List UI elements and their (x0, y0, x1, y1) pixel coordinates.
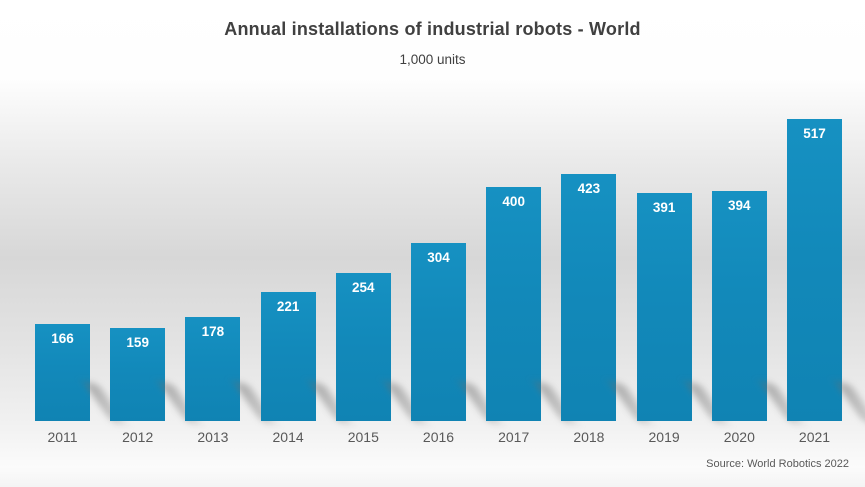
bar-floor-shadow (836, 383, 865, 423)
x-axis-label-2016: 2016 (422, 429, 455, 445)
bar-value-label: 517 (803, 126, 826, 141)
bar-value-label: 254 (352, 280, 375, 295)
bar-2021: 517 (787, 119, 865, 423)
bar-value-label: 423 (577, 181, 601, 196)
bar-value-label: 400 (502, 194, 525, 209)
x-axis-label-2013: 2013 (197, 429, 229, 445)
source-caption: Source: World Robotics 2022 (706, 458, 849, 470)
x-axis-label-2019: 2019 (648, 429, 680, 445)
bar-value-label: 304 (427, 250, 450, 265)
bar-2011: 166 (35, 324, 127, 423)
bar-2014: 221 (260, 292, 352, 423)
x-axis-label-2011: 2011 (47, 429, 78, 445)
x-axis-label-2020: 2020 (723, 429, 755, 445)
bar-2018: 423 (561, 174, 653, 423)
bar-value-label: 159 (126, 335, 149, 350)
bar-2012: 159 (110, 328, 202, 423)
bar-value-label: 391 (652, 200, 676, 215)
x-axis-label-2014: 2014 (272, 429, 304, 445)
chart-title: Annual installations of industrial robot… (224, 19, 641, 39)
bar-value-label: 394 (728, 198, 751, 213)
bar-2019: 391 (636, 193, 728, 423)
bar-value-label: 166 (51, 331, 74, 346)
x-axis-label-2015: 2015 (347, 429, 379, 445)
bar-2015: 254 (335, 273, 427, 423)
bar-value-label: 221 (276, 299, 300, 314)
x-axis-label-2021: 2021 (798, 429, 831, 445)
x-axis-label-2012: 2012 (122, 429, 154, 445)
x-axis-label-2017: 2017 (498, 429, 530, 445)
bar-2020: 394 (711, 191, 803, 423)
bar-value-label: 178 (201, 324, 225, 339)
bar-2013: 178 (185, 317, 277, 423)
bar-2017: 400 (486, 187, 578, 423)
chart-subtitle: 1,000 units (399, 52, 466, 67)
bar-2016: 304 (411, 243, 503, 423)
x-axis-label-2018: 2018 (573, 429, 605, 445)
